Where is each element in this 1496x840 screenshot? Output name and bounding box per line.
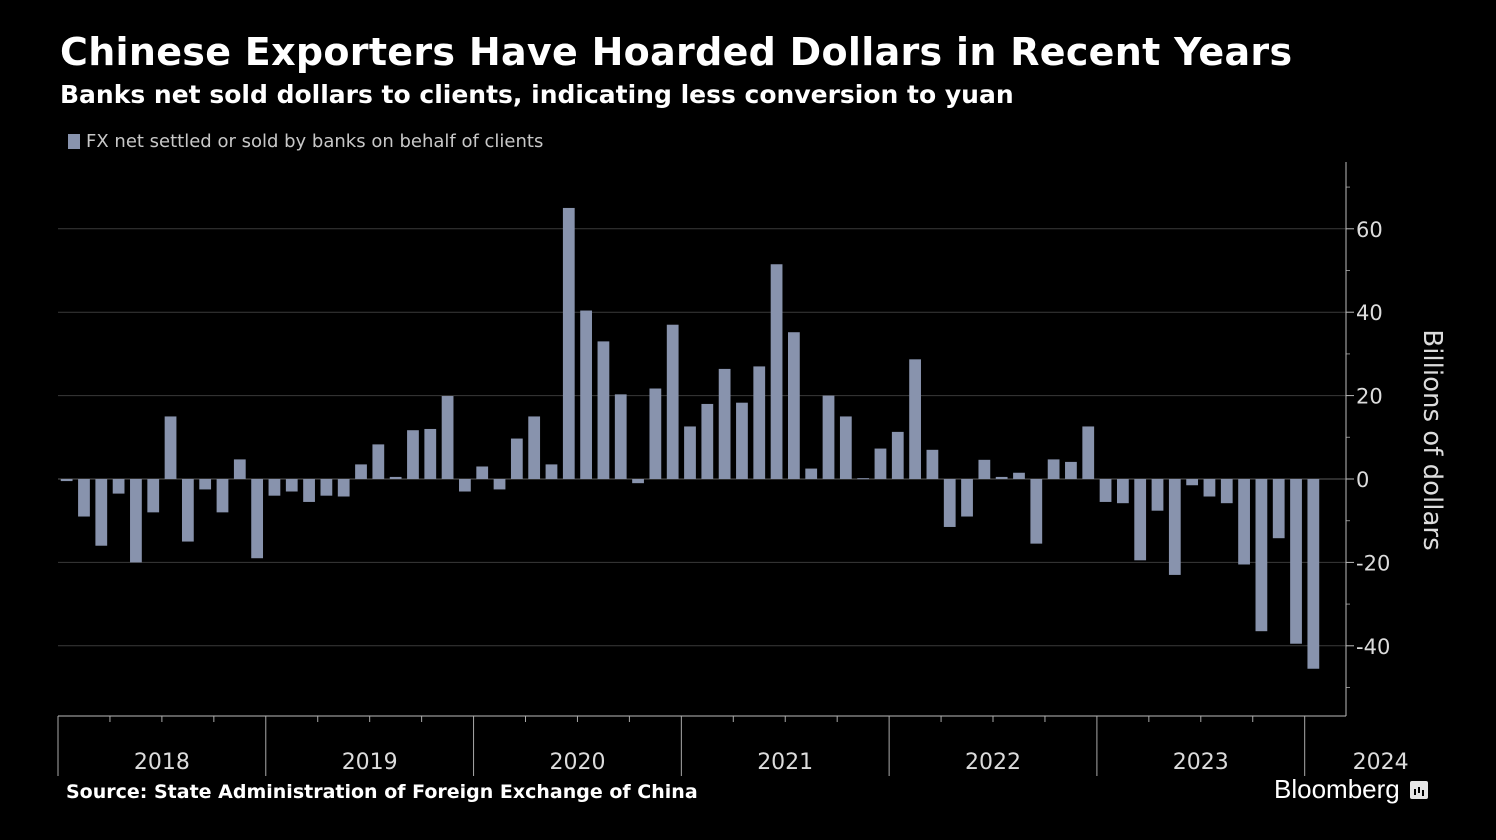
bar bbox=[891, 431, 904, 479]
bar bbox=[303, 479, 315, 502]
chart-subtitle: Banks net sold dollars to clients, indic… bbox=[60, 80, 1014, 109]
bar bbox=[493, 479, 506, 490]
bar bbox=[389, 476, 402, 479]
bar bbox=[181, 479, 194, 542]
bar bbox=[545, 464, 558, 479]
bar bbox=[130, 479, 142, 563]
bar bbox=[961, 479, 973, 517]
x-tick-label: 2019 bbox=[342, 750, 398, 775]
bar bbox=[476, 466, 489, 479]
bar bbox=[147, 479, 160, 513]
bar bbox=[510, 438, 523, 479]
bloomberg-logo: Bloomberg bbox=[1274, 774, 1428, 805]
source-note: Source: State Administration of Foreign … bbox=[66, 781, 698, 803]
bar bbox=[597, 341, 610, 479]
bar bbox=[459, 479, 471, 492]
logo-text: Bloomberg bbox=[1274, 774, 1400, 804]
bar bbox=[614, 394, 627, 479]
bar bbox=[1290, 479, 1302, 644]
bar bbox=[1203, 479, 1216, 497]
bars bbox=[60, 207, 1320, 669]
bar bbox=[1030, 479, 1043, 544]
bar bbox=[874, 448, 887, 479]
bar bbox=[805, 468, 818, 479]
bar bbox=[1082, 426, 1095, 479]
bar bbox=[164, 416, 177, 479]
axes: 60 40 20 0 -20 -40 Billions of dollars 2018 2019… bbox=[57, 162, 1447, 776]
bar bbox=[649, 388, 662, 479]
bar bbox=[528, 416, 541, 479]
bloomberg-badge-icon bbox=[1409, 780, 1428, 799]
bar bbox=[216, 479, 229, 513]
y-tick-label: -40 bbox=[1356, 635, 1390, 659]
y-axis-title: Billions of dollars bbox=[1417, 329, 1447, 550]
bar bbox=[736, 402, 748, 479]
bar bbox=[1272, 479, 1285, 539]
bar bbox=[355, 464, 367, 479]
bar bbox=[372, 444, 385, 479]
bar bbox=[441, 396, 454, 479]
bar bbox=[407, 430, 419, 479]
y-tick-label: 40 bbox=[1356, 301, 1383, 325]
bar bbox=[580, 310, 592, 479]
bar bbox=[268, 479, 281, 496]
bar bbox=[943, 479, 956, 527]
bar bbox=[562, 207, 575, 479]
bar bbox=[857, 478, 870, 480]
bar bbox=[822, 395, 835, 479]
bar bbox=[1186, 479, 1199, 486]
bar bbox=[1307, 479, 1320, 669]
bar bbox=[995, 476, 1008, 479]
bar bbox=[1255, 479, 1268, 632]
bar bbox=[770, 264, 783, 479]
bar bbox=[701, 403, 714, 479]
bar bbox=[1220, 479, 1233, 504]
y-tick-label: -20 bbox=[1356, 551, 1390, 575]
legend: FX net settled or sold by banks on behal… bbox=[68, 131, 543, 152]
x-tick-label: 2021 bbox=[757, 750, 813, 775]
bar bbox=[78, 479, 90, 517]
bar bbox=[285, 479, 298, 492]
bar bbox=[1013, 472, 1025, 479]
x-tick-label: 2022 bbox=[965, 750, 1021, 775]
bar bbox=[1099, 479, 1112, 502]
legend-swatch bbox=[68, 134, 80, 149]
bar bbox=[424, 428, 437, 479]
y-tick-label: 20 bbox=[1356, 385, 1383, 409]
bar bbox=[839, 416, 852, 479]
bar bbox=[632, 479, 644, 484]
chart-title: Chinese Exporters Have Hoarded Dollars i… bbox=[60, 30, 1293, 74]
bar bbox=[112, 479, 125, 494]
bar bbox=[718, 368, 731, 479]
bar bbox=[788, 332, 800, 479]
bar bbox=[320, 479, 333, 496]
x-tick-label: 2020 bbox=[550, 750, 606, 775]
bar bbox=[978, 459, 991, 479]
bar bbox=[1168, 479, 1181, 575]
bar bbox=[909, 359, 921, 479]
bar bbox=[1238, 479, 1250, 565]
y-tick-label: 60 bbox=[1356, 218, 1383, 242]
bar bbox=[233, 459, 246, 479]
bar bbox=[251, 479, 264, 559]
bar bbox=[1065, 461, 1077, 479]
bar bbox=[684, 426, 696, 479]
bar bbox=[1151, 479, 1164, 511]
y-tick-label: 0 bbox=[1356, 468, 1369, 492]
bar bbox=[1116, 479, 1129, 504]
bar bbox=[1134, 479, 1147, 561]
x-tick-label: 2023 bbox=[1173, 750, 1229, 775]
bar bbox=[753, 366, 766, 479]
bar bbox=[95, 479, 108, 546]
legend-label: FX net settled or sold by banks on behal… bbox=[86, 131, 544, 152]
bar bbox=[199, 479, 212, 490]
bar bbox=[1047, 459, 1060, 479]
bar bbox=[60, 479, 73, 482]
x-tick-label: 2018 bbox=[134, 750, 190, 775]
x-tick-label: 2024 bbox=[1353, 750, 1409, 775]
bar bbox=[337, 479, 350, 497]
bar bbox=[666, 324, 679, 479]
bar bbox=[926, 449, 939, 479]
